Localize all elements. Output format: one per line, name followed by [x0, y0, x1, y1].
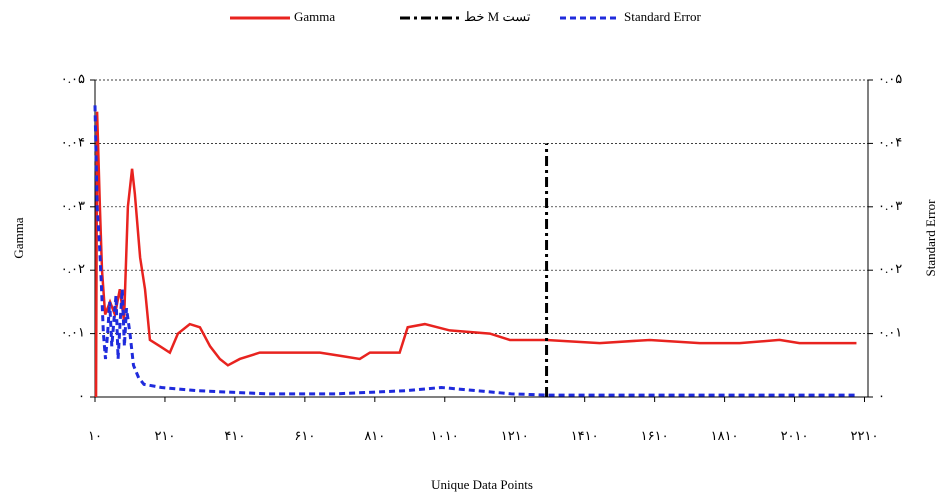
- y2-tick-label: ۰.۰۲: [878, 261, 902, 276]
- x-tick-label: ۱۴۱۰: [571, 428, 599, 443]
- x-tick-label: ۱۸۱۰: [711, 428, 739, 443]
- y2-tick-label: ۰.۰۱: [878, 325, 902, 340]
- x-tick-label: ۴۱۰: [224, 428, 245, 443]
- series-line: [94, 111, 857, 398]
- y-tick-label: ۰: [78, 388, 85, 403]
- y2-tick-label: ۰.۰۴: [878, 134, 902, 149]
- x-tick-label: ۲۱۰: [154, 428, 175, 443]
- x-tick-label: ۱۰: [88, 428, 102, 443]
- y2-tick-label: ۰.۰۵: [878, 71, 902, 86]
- y-axis-label: Gamma: [11, 217, 26, 258]
- y-tick-label: ۰.۰۴: [61, 134, 85, 149]
- y-tick-label: ۰.۰۵: [61, 71, 85, 86]
- x-tick-label: ۲۲۱۰: [851, 428, 879, 443]
- x-tick-label: ۶۱۰: [294, 428, 315, 443]
- y-tick-label: ۰.۰۳: [61, 198, 85, 213]
- x-tick-label: ۱۰۱۰: [431, 428, 459, 443]
- y2-tick-label: ۰: [878, 388, 885, 403]
- x-tick-label: ۱۶۱۰: [641, 428, 669, 443]
- y-tick-label: ۰.۰۱: [61, 325, 85, 340]
- x-tick-label: ۸۱۰: [364, 428, 385, 443]
- legend-label: Gamma: [294, 9, 335, 24]
- x-axis-label: Unique Data Points: [431, 477, 533, 492]
- x-tick-label: ۲۰۱۰: [781, 428, 809, 443]
- y2-tick-label: ۰.۰۳: [878, 198, 902, 213]
- x-tick-label: ۱۲۱۰: [501, 428, 529, 443]
- series-line: [93, 105, 857, 397]
- y2-axis-label: Standard Error: [923, 199, 938, 277]
- legend-label: خط M تست: [464, 9, 531, 24]
- legend-label: Standard Error: [624, 9, 702, 24]
- y-tick-label: ۰.۰۲: [61, 261, 85, 276]
